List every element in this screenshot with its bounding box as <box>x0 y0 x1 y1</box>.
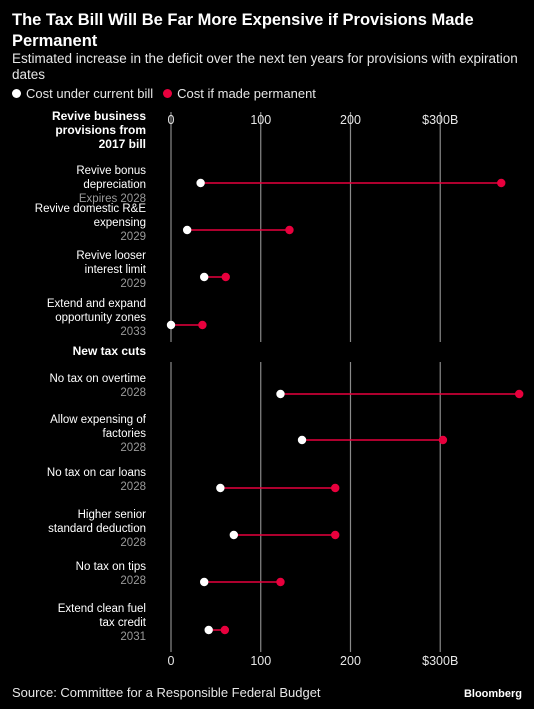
row-label-3-line-1: opportunity zones <box>55 312 146 324</box>
bottom-tick-label-0: 0 <box>168 654 175 668</box>
row-label-7-line-0: Higher senior <box>78 509 147 521</box>
row-note-0: Expires 2028 <box>79 193 146 205</box>
top-tick-label-2: 200 <box>340 113 361 127</box>
group-header-0-line-1: provisions from <box>55 123 146 137</box>
permanent-point-0 <box>497 178 506 188</box>
legend-permanent-label: Cost if made permanent <box>177 86 316 101</box>
row-note-8: 2028 <box>120 575 146 587</box>
permanent-point-7 <box>331 530 340 540</box>
row-label-8-line-0: No tax on tips <box>76 561 147 573</box>
current-point-0 <box>196 178 205 188</box>
row-label-1-line-0: Revive domestic R&E <box>35 203 147 215</box>
legend-permanent: Cost if made permanent <box>163 86 316 101</box>
current-point-6 <box>216 483 225 493</box>
row-note-2: 2029 <box>120 278 146 290</box>
row-label-1-line-1: expensing <box>94 217 146 229</box>
current-point-1 <box>182 225 192 235</box>
group-header-0-line-0: Revive business <box>52 109 146 123</box>
row-label-5-line-0: Allow expensing of <box>50 414 147 426</box>
row-label-3-line-0: Extend and expand <box>47 298 146 310</box>
current-point-3 <box>166 320 176 330</box>
legend-current: Cost under current bill <box>12 86 153 101</box>
row-label-2-line-0: Revive looser <box>76 250 146 262</box>
row-note-6: 2028 <box>120 481 146 493</box>
permanent-point-3 <box>198 320 207 330</box>
top-tick-label-0: 0 <box>168 113 175 127</box>
row-note-5: 2028 <box>120 442 146 454</box>
top-tick-label-3: $300B <box>422 113 458 127</box>
current-point-9 <box>204 625 213 635</box>
legend-current-label: Cost under current bill <box>26 86 154 101</box>
current-point-2 <box>200 272 209 282</box>
bottom-tick-label-1: 100 <box>250 654 271 668</box>
row-note-4: 2028 <box>120 387 146 399</box>
permanent-point-9 <box>220 625 230 635</box>
row-label-9-line-1: tax credit <box>99 617 146 629</box>
permanent-point-5 <box>438 435 448 445</box>
group-header-1-line-0: New tax cuts <box>73 344 147 358</box>
white-dot-icon <box>12 89 21 98</box>
row-label-9-line-0: Extend clean fuel <box>58 603 146 615</box>
brand-logo: Bloomberg <box>463 688 522 700</box>
current-point-5 <box>297 435 307 445</box>
chart-subtitle: Estimated increase in the deficit over t… <box>12 51 518 82</box>
legend: Cost under current bill Cost if made per… <box>12 86 326 101</box>
source-note: Source: Committee for a Responsible Fede… <box>12 685 321 700</box>
row-label-5-line-1: factories <box>103 428 147 440</box>
row-label-7-line-1: standard deduction <box>48 523 146 535</box>
permanent-point-6 <box>331 483 340 493</box>
current-point-8 <box>200 577 209 587</box>
permanent-point-8 <box>276 577 285 587</box>
group-header-0-line-2: 2017 bill <box>99 137 146 151</box>
current-point-7 <box>229 530 239 540</box>
row-label-0-line-0: Revive bonus <box>76 165 146 177</box>
row-label-0-line-1: depreciation <box>83 179 146 191</box>
top-tick-label-1: 100 <box>250 113 271 127</box>
bottom-tick-label-3: $300B <box>422 654 458 668</box>
row-note-7: 2028 <box>120 537 146 549</box>
current-point-4 <box>276 389 285 399</box>
row-label-2-line-1: interest limit <box>85 264 147 276</box>
row-note-9: 2031 <box>120 631 146 643</box>
permanent-point-2 <box>221 272 230 282</box>
row-note-1: 2029 <box>120 231 146 243</box>
permanent-point-1 <box>285 225 294 235</box>
row-note-3: 2033 <box>120 326 146 338</box>
row-label-4-line-0: No tax on overtime <box>49 373 146 385</box>
red-dot-icon <box>163 89 173 98</box>
row-label-6-line-0: No tax on car loans <box>47 467 146 479</box>
bottom-tick-label-2: 200 <box>340 654 361 668</box>
chart-title: The Tax Bill Will Be Far More Expensive … <box>12 11 474 50</box>
permanent-point-4 <box>515 389 524 399</box>
